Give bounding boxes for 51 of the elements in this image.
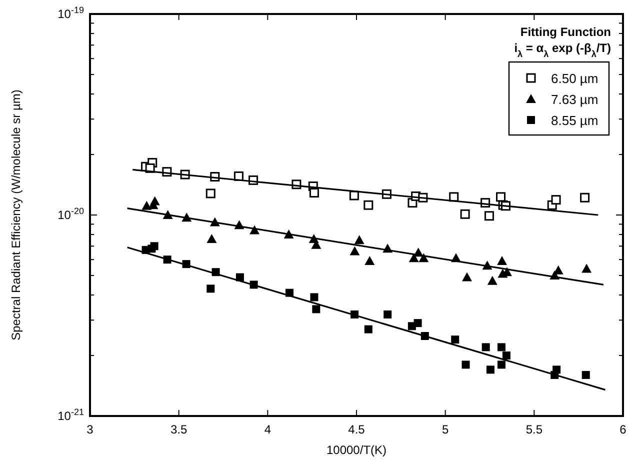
point	[487, 276, 498, 285]
y-tick-label: 10$^{-21}$	[58, 406, 84, 423]
y-axis-title: Spectral Radiant Efficiency (W/molecule sr µm)	[9, 90, 23, 340]
x-tick-label: 4.5	[348, 422, 366, 437]
legend-label: 8.55 µm	[551, 113, 598, 128]
annotation: i$_{λ}$ = α$_{λ}$ exp (-β$_{λ}$/T)	[514, 41, 611, 59]
point	[206, 234, 217, 243]
legend-label: 7.63 µm	[551, 92, 598, 107]
point	[497, 256, 508, 266]
point	[462, 272, 472, 282]
x-axis-title: 10000/T(K)	[326, 443, 387, 457]
point	[142, 200, 152, 210]
point	[206, 188, 216, 198]
point	[497, 343, 506, 352]
point	[364, 325, 372, 334]
point	[460, 209, 470, 219]
point	[312, 305, 320, 314]
point	[384, 310, 392, 318]
x-tick-label: 3	[86, 422, 94, 437]
point	[451, 336, 460, 344]
y-tick-label: 10$^{-19}$	[58, 4, 84, 21]
point	[486, 366, 494, 374]
point	[551, 195, 561, 205]
point	[349, 190, 359, 200]
x-tick-label: 4	[264, 422, 272, 437]
point	[582, 264, 592, 273]
point	[364, 200, 374, 210]
point	[206, 284, 215, 293]
x-tick-label: 5.5	[526, 422, 543, 437]
point	[580, 192, 590, 202]
legend-title: Fitting Function	[520, 25, 611, 39]
point	[497, 360, 506, 369]
y-tick-label: 10$^{-20}$	[58, 206, 84, 222]
x-tick-label: 3.5	[170, 422, 188, 437]
x-tick-label: 6	[620, 422, 627, 437]
legend-label: 6.50 µm	[551, 71, 598, 86]
point	[482, 343, 490, 352]
point	[364, 256, 375, 266]
point	[414, 319, 422, 328]
point	[150, 242, 158, 250]
point	[309, 188, 319, 198]
point	[496, 192, 506, 202]
point	[462, 360, 470, 369]
point	[582, 370, 590, 379]
point	[354, 235, 364, 244]
x-tick-label: 5	[442, 422, 449, 437]
point	[310, 293, 318, 302]
point	[350, 246, 360, 256]
point	[484, 211, 494, 221]
point	[552, 366, 561, 374]
point	[502, 351, 510, 360]
